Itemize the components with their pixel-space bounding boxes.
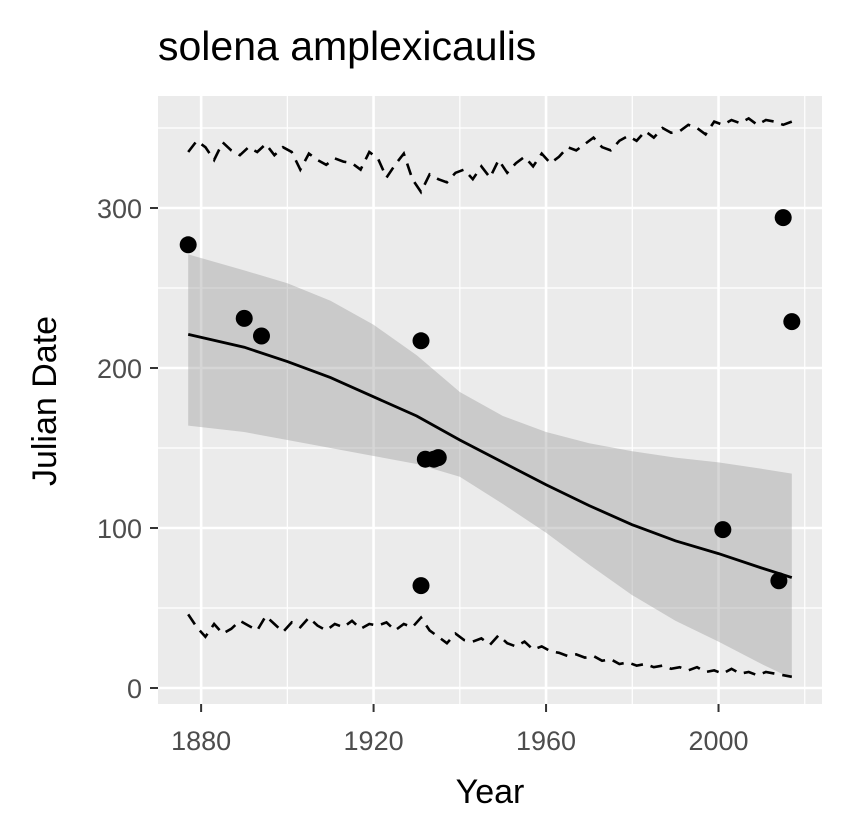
- plot-panel: [158, 96, 822, 704]
- upper-dashed-line: [187, 116, 793, 195]
- chart-title: solena amplexicaulis: [158, 23, 536, 69]
- y-axis-label: Julian Date: [26, 316, 64, 486]
- y-tick-label: 100: [97, 514, 142, 544]
- data-point: [179, 236, 197, 254]
- data-point: [783, 313, 801, 331]
- data-point: [412, 577, 430, 595]
- data-point: [252, 327, 270, 345]
- x-axis-label: Year: [456, 773, 525, 811]
- lower-dashed-line: [187, 613, 793, 679]
- y-tick-label: 0: [127, 674, 142, 704]
- data-point: [770, 572, 788, 590]
- y-tick-label: 200: [97, 354, 142, 384]
- data-point: [429, 449, 447, 467]
- data-point: [412, 332, 430, 350]
- confidence-band: [188, 254, 792, 679]
- x-tick-label: 2000: [688, 726, 748, 756]
- data-point: [714, 521, 732, 539]
- data-point: [235, 309, 253, 327]
- fit-line: [187, 333, 793, 579]
- x-tick-label: 1960: [516, 726, 576, 756]
- x-tick-label: 1920: [344, 726, 404, 756]
- y-tick-label: 300: [97, 194, 142, 224]
- data-point: [774, 209, 792, 227]
- x-tick-label: 1880: [171, 726, 231, 756]
